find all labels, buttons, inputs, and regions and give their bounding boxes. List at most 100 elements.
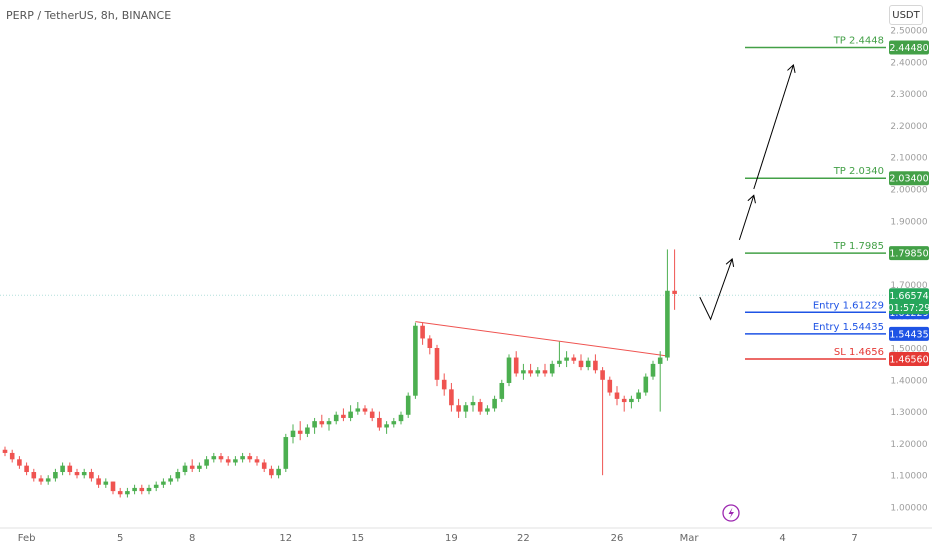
candle-body xyxy=(261,462,267,469)
candle xyxy=(434,344,440,387)
candle-body xyxy=(621,398,627,403)
candle xyxy=(420,322,425,345)
candle-body xyxy=(24,465,29,473)
candle xyxy=(240,452,245,463)
candle-body xyxy=(672,290,677,294)
candle xyxy=(96,475,101,488)
candle-body xyxy=(276,468,281,476)
price-badge-text: 1.79850 xyxy=(889,249,928,260)
price-badge-entry: 1.54435 xyxy=(889,326,929,341)
y-tick-label: 2.10000 xyxy=(890,154,927,164)
candle xyxy=(132,484,137,495)
candle xyxy=(53,468,58,482)
candle-body xyxy=(585,360,591,368)
candle-body xyxy=(175,472,181,479)
candle-body xyxy=(521,370,526,374)
y-axis[interactable]: 2.50000 2.40000 2.30000 2.20000 2.10000 2.000… xyxy=(887,0,931,530)
candle-body xyxy=(89,472,94,479)
candle-body xyxy=(463,405,469,412)
candle xyxy=(182,462,188,476)
y-tick-label: 2.40000 xyxy=(890,58,927,68)
candle xyxy=(197,462,202,473)
candle xyxy=(146,484,152,495)
candle-body xyxy=(117,491,123,495)
candle xyxy=(211,452,217,463)
candle-body xyxy=(153,484,159,488)
candle xyxy=(369,408,375,422)
candle-body xyxy=(204,459,209,466)
candle xyxy=(384,421,389,434)
candle-body xyxy=(571,357,577,361)
candle-body xyxy=(391,421,397,425)
currency-button[interactable]: USDT xyxy=(889,5,923,25)
candle xyxy=(528,363,533,377)
candle-body xyxy=(348,411,353,418)
candle xyxy=(290,424,296,444)
level-label-tp: TP 2.0340 xyxy=(833,166,884,177)
candle-body xyxy=(557,360,562,364)
level-label-entry: Entry 1.54435 xyxy=(813,322,884,333)
candle-body xyxy=(384,424,389,428)
candle-body xyxy=(506,357,512,383)
candle xyxy=(665,249,670,361)
candle-body xyxy=(362,408,368,412)
candle xyxy=(175,468,181,482)
candle-body xyxy=(67,465,73,473)
candle xyxy=(319,414,325,428)
candle xyxy=(254,456,260,466)
y-tick-label: 2.20000 xyxy=(890,122,927,132)
price-badge-bg xyxy=(889,246,929,261)
candle xyxy=(362,405,368,415)
lightning-icon[interactable] xyxy=(722,504,740,522)
candle xyxy=(341,408,346,422)
candle xyxy=(297,421,303,441)
candle-body xyxy=(218,456,224,460)
x-tick-label: Feb xyxy=(18,533,36,544)
candle xyxy=(161,478,166,488)
last-price-bg xyxy=(889,288,929,315)
candle xyxy=(629,395,634,409)
projection-arrow xyxy=(753,64,796,190)
candle-body xyxy=(240,456,245,460)
candle xyxy=(204,456,209,469)
price-badges-layer: 2.444802.034001.798501.612291.544351.465… xyxy=(888,40,930,366)
x-tick-label: 5 xyxy=(117,533,123,544)
price-badge-text: 2.44480 xyxy=(889,43,928,54)
candle xyxy=(542,363,548,377)
candle-body xyxy=(629,398,634,403)
x-axis[interactable]: Feb 5 8 12 15 19 22 26 Mar 4 7 xyxy=(0,527,932,544)
candle-body xyxy=(31,472,37,479)
candle xyxy=(283,433,289,473)
y-tick-label: 1.00000 xyxy=(890,504,927,514)
y-tick-label: 1.90000 xyxy=(890,217,927,227)
price-badge-bg xyxy=(889,326,929,341)
price-badge-bg xyxy=(889,351,929,366)
candle-body xyxy=(60,465,65,473)
candle-body xyxy=(247,456,253,460)
candle-body xyxy=(9,452,15,460)
candle xyxy=(657,351,663,412)
candle xyxy=(168,475,173,485)
candle xyxy=(398,411,404,425)
candle-body xyxy=(96,478,101,485)
projection-layer xyxy=(699,64,796,321)
candle xyxy=(348,405,353,422)
candle xyxy=(312,417,317,434)
y-tick-label: 1.10000 xyxy=(890,472,927,482)
price-badge-bg xyxy=(889,171,929,186)
candle xyxy=(485,405,490,415)
candles-layer xyxy=(2,249,677,498)
candle-body xyxy=(38,478,44,482)
price-badge-text: 1.46560 xyxy=(889,354,928,365)
price-badge-text: 2.03400 xyxy=(889,174,928,185)
candle-body xyxy=(665,290,670,358)
candle xyxy=(269,465,274,479)
candle xyxy=(477,398,483,415)
candle-body xyxy=(477,402,483,412)
candle xyxy=(305,424,310,438)
candle xyxy=(621,395,627,412)
price-badge-tp: 2.03400 xyxy=(889,171,929,186)
candle xyxy=(189,459,195,473)
